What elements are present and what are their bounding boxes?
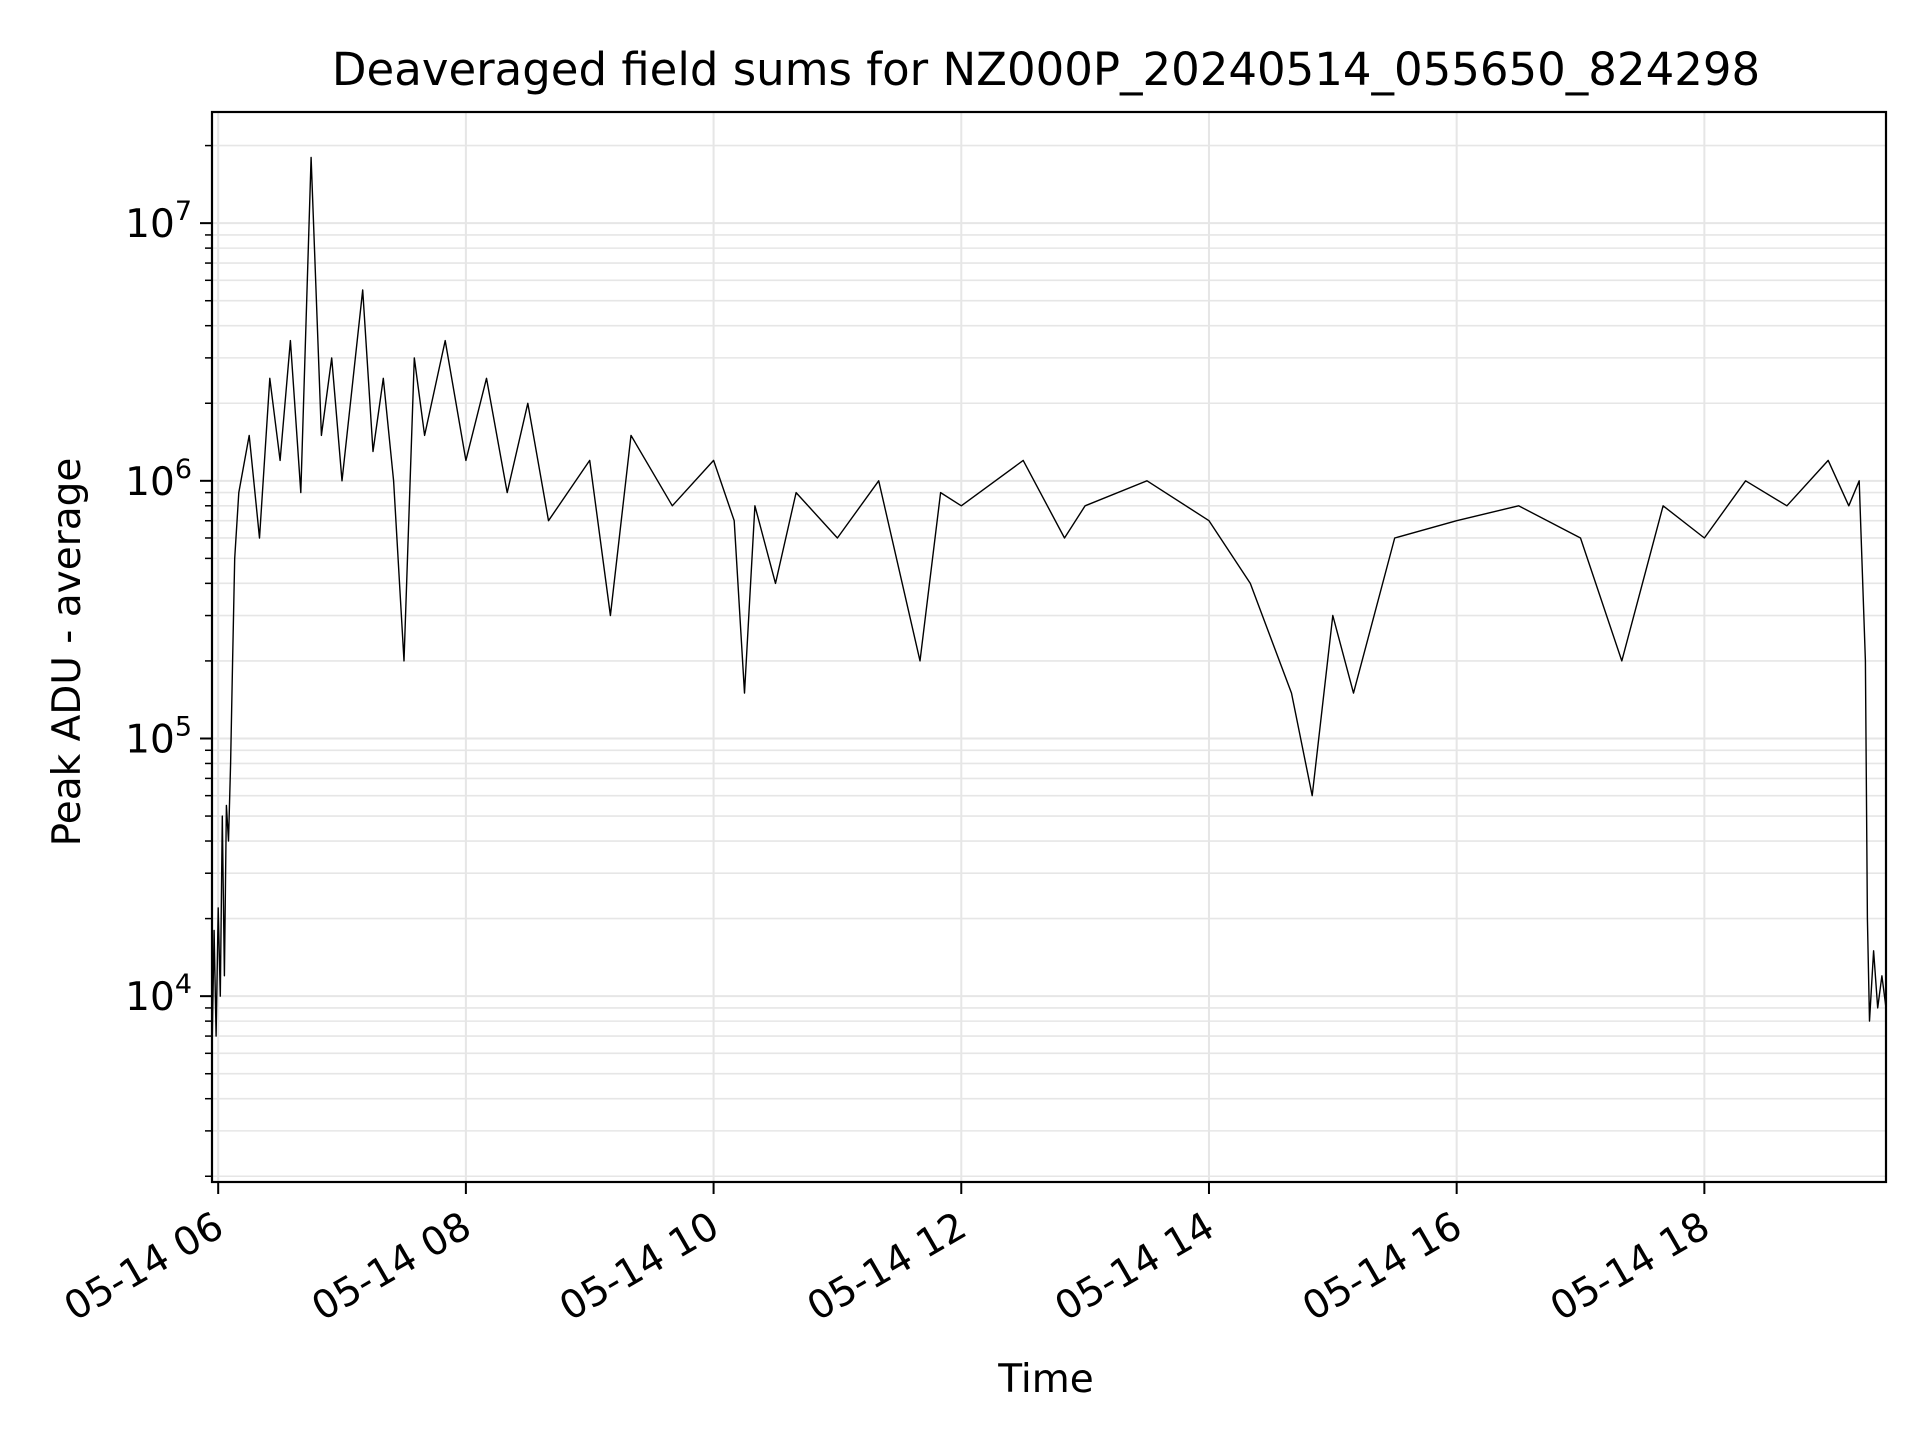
chart-title: Deaveraged field sums for NZ000P_2024051… [332,43,1760,96]
y-tick-label: 104 [125,969,192,1020]
x-axis-label: Time [997,1357,1093,1402]
series-line [211,156,1887,1054]
y-tick-label: 106 [125,454,192,505]
data-layer [211,156,1887,1054]
plot-frame [210,110,1888,1184]
y-axis-label: Peak ADU - average [45,458,90,847]
y-axis-ticks: 104 105 106 107 [125,144,212,1178]
y-tick-label: 105 [125,711,192,762]
y-tick-label: 107 [125,196,192,247]
